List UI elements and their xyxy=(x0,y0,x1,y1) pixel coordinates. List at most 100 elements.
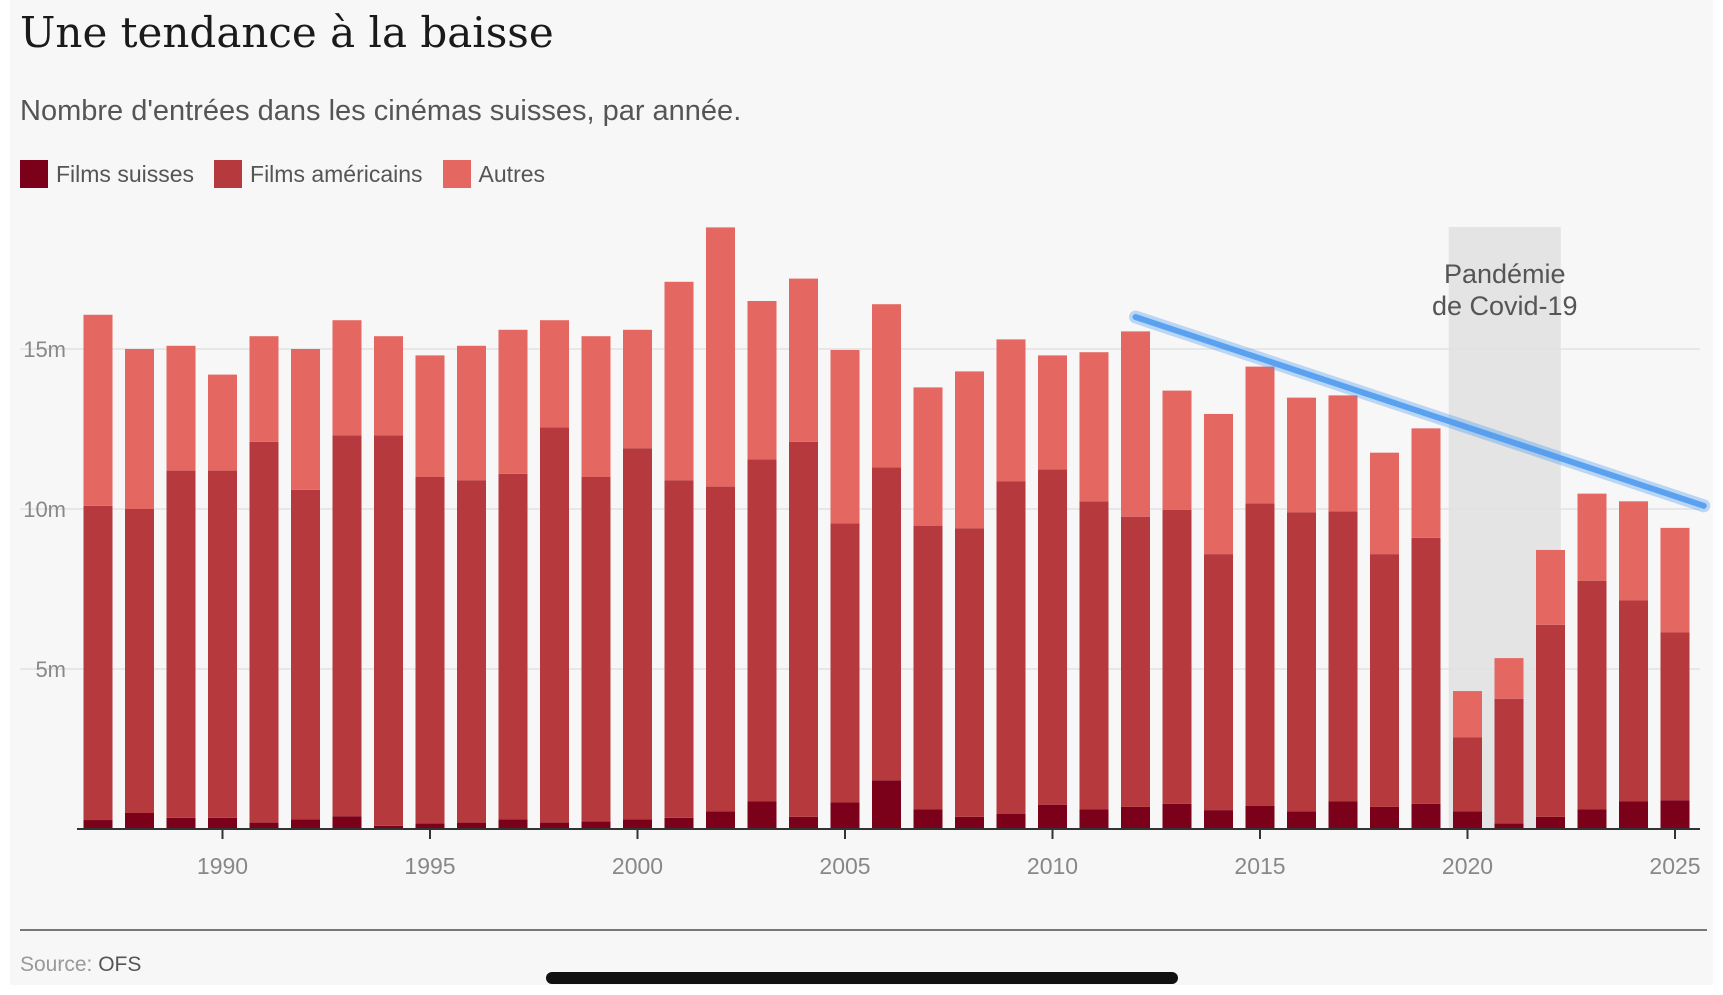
bar-american-1995 xyxy=(415,477,445,824)
bar-other-2002 xyxy=(706,227,735,487)
bar-american-2005 xyxy=(830,523,860,803)
bar-other-2017 xyxy=(1328,395,1358,512)
bar-swiss-1990 xyxy=(208,817,237,829)
trend-line xyxy=(1132,314,1707,509)
bar-other-1991 xyxy=(249,336,279,442)
bar-swiss-1989 xyxy=(166,817,196,829)
x-tick-label: 2025 xyxy=(1649,853,1700,879)
home-indicator[interactable] xyxy=(546,972,1178,984)
bar-other-2018 xyxy=(1370,452,1399,555)
bar-other-2014 xyxy=(1204,413,1233,555)
bar-american-2012 xyxy=(1121,516,1150,807)
chart-subtitle: Nombre d'entrées dans les cinémas suisse… xyxy=(20,95,742,127)
source: Source: OFS xyxy=(20,953,141,977)
bar-other-2010 xyxy=(1038,355,1067,470)
bar-american-2025 xyxy=(1660,632,1690,801)
bar-swiss-1996 xyxy=(457,822,486,829)
chart-title: Une tendance à la baisse xyxy=(20,8,554,57)
bar-other-2007 xyxy=(913,387,943,526)
bar-american-2001 xyxy=(664,480,694,818)
bar-american-2011 xyxy=(1079,501,1109,810)
bar-other-1992 xyxy=(291,349,320,490)
bar-swiss-2017 xyxy=(1328,801,1358,829)
bar-american-1988 xyxy=(125,509,154,813)
x-tick-label: 1995 xyxy=(404,853,455,879)
bar-other-2024 xyxy=(1619,501,1648,601)
bar-other-2023 xyxy=(1577,493,1607,581)
bar-other-1990 xyxy=(208,374,237,471)
bar-swiss-1993 xyxy=(332,816,362,829)
bar-swiss-1992 xyxy=(291,819,320,829)
bar-swiss-2006 xyxy=(872,780,901,829)
y-tick-label: 10m xyxy=(23,497,66,522)
bar-american-2017 xyxy=(1328,511,1358,802)
bar-american-2021 xyxy=(1494,698,1524,824)
bar-swiss-1998 xyxy=(540,822,569,829)
bar-other-2015 xyxy=(1245,366,1275,504)
bar-american-1997 xyxy=(498,473,528,820)
bar-swiss-1991 xyxy=(249,822,279,829)
bar-american-1987 xyxy=(83,505,113,821)
legend-item-other: Autres xyxy=(442,160,546,188)
divider xyxy=(20,929,1707,931)
bar-other-2020 xyxy=(1453,691,1482,738)
bar-swiss-2001 xyxy=(664,817,694,829)
bar-american-1996 xyxy=(457,480,486,823)
bar-american-2010 xyxy=(1038,469,1067,805)
bar-swiss-1994 xyxy=(374,825,403,829)
bar-other-1998 xyxy=(540,320,569,428)
bar-other-1987 xyxy=(83,314,113,506)
bar-other-2022 xyxy=(1536,549,1565,625)
bar-american-2008 xyxy=(955,528,984,817)
legend-label: Autres xyxy=(478,160,546,187)
bar-other-2021 xyxy=(1494,658,1524,699)
bar-swiss-2003 xyxy=(747,801,777,829)
bar-swiss-2022 xyxy=(1536,816,1565,829)
bar-swiss-2014 xyxy=(1204,810,1233,829)
x-tick-label: 2005 xyxy=(819,853,870,879)
bar-swiss-2016 xyxy=(1287,811,1316,829)
covid-label-line1: Pandémie xyxy=(1444,259,1566,289)
legend: Films suisses Films américains Autres xyxy=(20,160,545,188)
x-tick-label: 1990 xyxy=(197,853,248,879)
legend-item-american: Films américains xyxy=(214,160,423,188)
bar-american-1990 xyxy=(208,470,237,818)
bar-swiss-2024 xyxy=(1619,801,1648,829)
bar-swiss-2023 xyxy=(1577,809,1607,829)
bar-american-1993 xyxy=(332,435,362,817)
bar-swiss-2009 xyxy=(996,813,1026,829)
bar-american-1992 xyxy=(291,489,320,820)
bar-american-2002 xyxy=(706,486,735,812)
bar-swiss-2005 xyxy=(830,802,860,829)
bar-swiss-1997 xyxy=(498,819,528,829)
bar-swiss-2020 xyxy=(1453,811,1482,829)
bar-american-2020 xyxy=(1453,737,1482,812)
bar-american-2007 xyxy=(913,525,943,810)
legend-label: Films américains xyxy=(250,160,423,187)
bar-swiss-2015 xyxy=(1245,805,1275,829)
bar-other-1993 xyxy=(332,320,362,436)
bar-swiss-1995 xyxy=(415,823,445,829)
bar-american-1998 xyxy=(540,427,569,823)
bar-swiss-2012 xyxy=(1121,806,1150,829)
bar-other-2009 xyxy=(996,339,1026,482)
bar-swiss-1988 xyxy=(125,813,154,829)
bar-swiss-1987 xyxy=(83,820,113,829)
bar-american-2015 xyxy=(1245,503,1275,806)
bar-other-1995 xyxy=(415,355,445,477)
bar-american-1991 xyxy=(249,441,279,823)
bar-american-1989 xyxy=(166,470,196,818)
bar-swiss-2010 xyxy=(1038,804,1067,829)
bar-swiss-1999 xyxy=(581,821,611,829)
bar-swiss-2008 xyxy=(955,816,984,829)
y-tick-label: 15m xyxy=(23,337,66,362)
legend-swatch xyxy=(442,160,471,188)
bar-swiss-2013 xyxy=(1162,803,1192,829)
bar-american-2016 xyxy=(1287,512,1316,812)
bar-other-1988 xyxy=(125,349,154,509)
bar-swiss-2002 xyxy=(706,811,735,829)
bar-other-2012 xyxy=(1121,331,1150,517)
bar-other-1994 xyxy=(374,336,403,436)
x-tick-label: 2000 xyxy=(612,853,663,879)
